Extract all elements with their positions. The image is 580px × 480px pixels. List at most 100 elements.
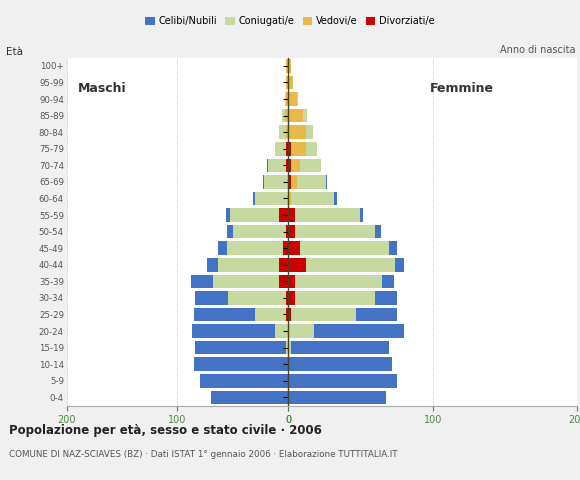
Bar xyxy=(219,241,227,255)
Bar xyxy=(286,142,288,156)
Bar xyxy=(326,175,327,189)
Bar xyxy=(288,308,291,321)
Bar xyxy=(280,208,288,222)
Bar xyxy=(285,92,286,106)
Bar xyxy=(288,125,306,139)
Bar xyxy=(288,158,291,172)
Bar xyxy=(211,391,288,404)
Bar xyxy=(286,125,288,139)
Bar xyxy=(300,158,321,172)
Bar xyxy=(282,241,288,255)
Bar xyxy=(288,391,386,404)
Bar xyxy=(291,142,306,156)
Bar xyxy=(288,59,291,72)
Bar xyxy=(288,358,392,371)
Bar xyxy=(288,275,295,288)
Bar xyxy=(286,59,288,72)
Bar xyxy=(295,291,375,305)
Bar xyxy=(200,374,288,387)
Bar xyxy=(356,308,397,321)
Bar xyxy=(286,308,288,321)
Bar xyxy=(286,341,288,354)
Bar xyxy=(286,291,288,305)
Bar xyxy=(267,158,269,172)
Bar xyxy=(194,358,288,371)
Bar xyxy=(192,324,275,338)
Bar xyxy=(288,341,291,354)
Bar xyxy=(194,308,255,321)
Bar xyxy=(291,175,297,189)
Bar xyxy=(288,76,292,89)
Bar xyxy=(255,192,288,205)
Text: Maschi: Maschi xyxy=(78,82,126,95)
Bar xyxy=(226,208,230,222)
Bar xyxy=(382,275,394,288)
Text: Femmine: Femmine xyxy=(430,82,494,95)
Bar xyxy=(306,125,313,139)
Bar xyxy=(253,192,255,205)
Bar xyxy=(295,208,361,222)
Bar xyxy=(285,109,288,122)
Bar xyxy=(295,225,375,239)
Bar xyxy=(286,92,288,106)
Bar xyxy=(227,241,282,255)
Bar xyxy=(208,258,219,272)
Bar xyxy=(288,374,397,387)
Bar xyxy=(335,192,338,205)
Text: COMUNE DI NAZ-SCIAVES (BZ) · Dati ISTAT 1° gennaio 2006 · Elaborazione TUTTITALI: COMUNE DI NAZ-SCIAVES (BZ) · Dati ISTAT … xyxy=(9,450,397,459)
Bar xyxy=(227,225,233,239)
Bar xyxy=(275,142,286,156)
Bar xyxy=(291,192,335,205)
Bar xyxy=(282,109,285,122)
Bar xyxy=(286,225,288,239)
Bar xyxy=(291,158,300,172)
Bar xyxy=(288,142,291,156)
Bar xyxy=(286,158,288,172)
Text: Età: Età xyxy=(6,47,23,57)
Bar xyxy=(213,275,280,288)
Bar xyxy=(195,291,229,305)
Bar xyxy=(255,308,286,321)
Bar xyxy=(280,125,286,139)
Text: Anno di nascita: Anno di nascita xyxy=(501,45,576,55)
Bar xyxy=(288,208,295,222)
Bar xyxy=(280,275,288,288)
Bar xyxy=(288,92,297,106)
Bar xyxy=(288,225,295,239)
Bar xyxy=(288,241,300,255)
Bar xyxy=(297,175,326,189)
Bar xyxy=(297,92,298,106)
Bar xyxy=(286,76,288,89)
Bar xyxy=(300,241,389,255)
Bar xyxy=(361,208,363,222)
Bar xyxy=(375,291,397,305)
Bar xyxy=(288,258,306,272)
Bar xyxy=(275,324,288,338)
Bar xyxy=(269,158,286,172)
Bar xyxy=(314,324,404,338)
Bar xyxy=(229,291,286,305)
Bar xyxy=(291,308,356,321)
Bar xyxy=(303,109,307,122)
Bar xyxy=(230,208,280,222)
Bar xyxy=(375,225,380,239)
Bar xyxy=(288,324,314,338)
Bar xyxy=(191,275,213,288)
Bar xyxy=(288,192,291,205)
Bar xyxy=(306,142,317,156)
Bar xyxy=(264,175,288,189)
Text: Popolazione per età, sesso e stato civile · 2006: Popolazione per età, sesso e stato civil… xyxy=(9,424,321,437)
Bar xyxy=(295,275,382,288)
Bar xyxy=(219,258,280,272)
Legend: Celibi/Nubili, Coniugati/e, Vedovi/e, Divorziati/e: Celibi/Nubili, Coniugati/e, Vedovi/e, Di… xyxy=(142,12,438,30)
Bar xyxy=(263,175,264,189)
Bar xyxy=(195,341,286,354)
Bar xyxy=(280,258,288,272)
Bar xyxy=(389,241,397,255)
Bar xyxy=(288,109,303,122)
Bar xyxy=(306,258,395,272)
Bar xyxy=(395,258,404,272)
Bar xyxy=(288,175,291,189)
Bar xyxy=(288,291,295,305)
Bar xyxy=(291,341,389,354)
